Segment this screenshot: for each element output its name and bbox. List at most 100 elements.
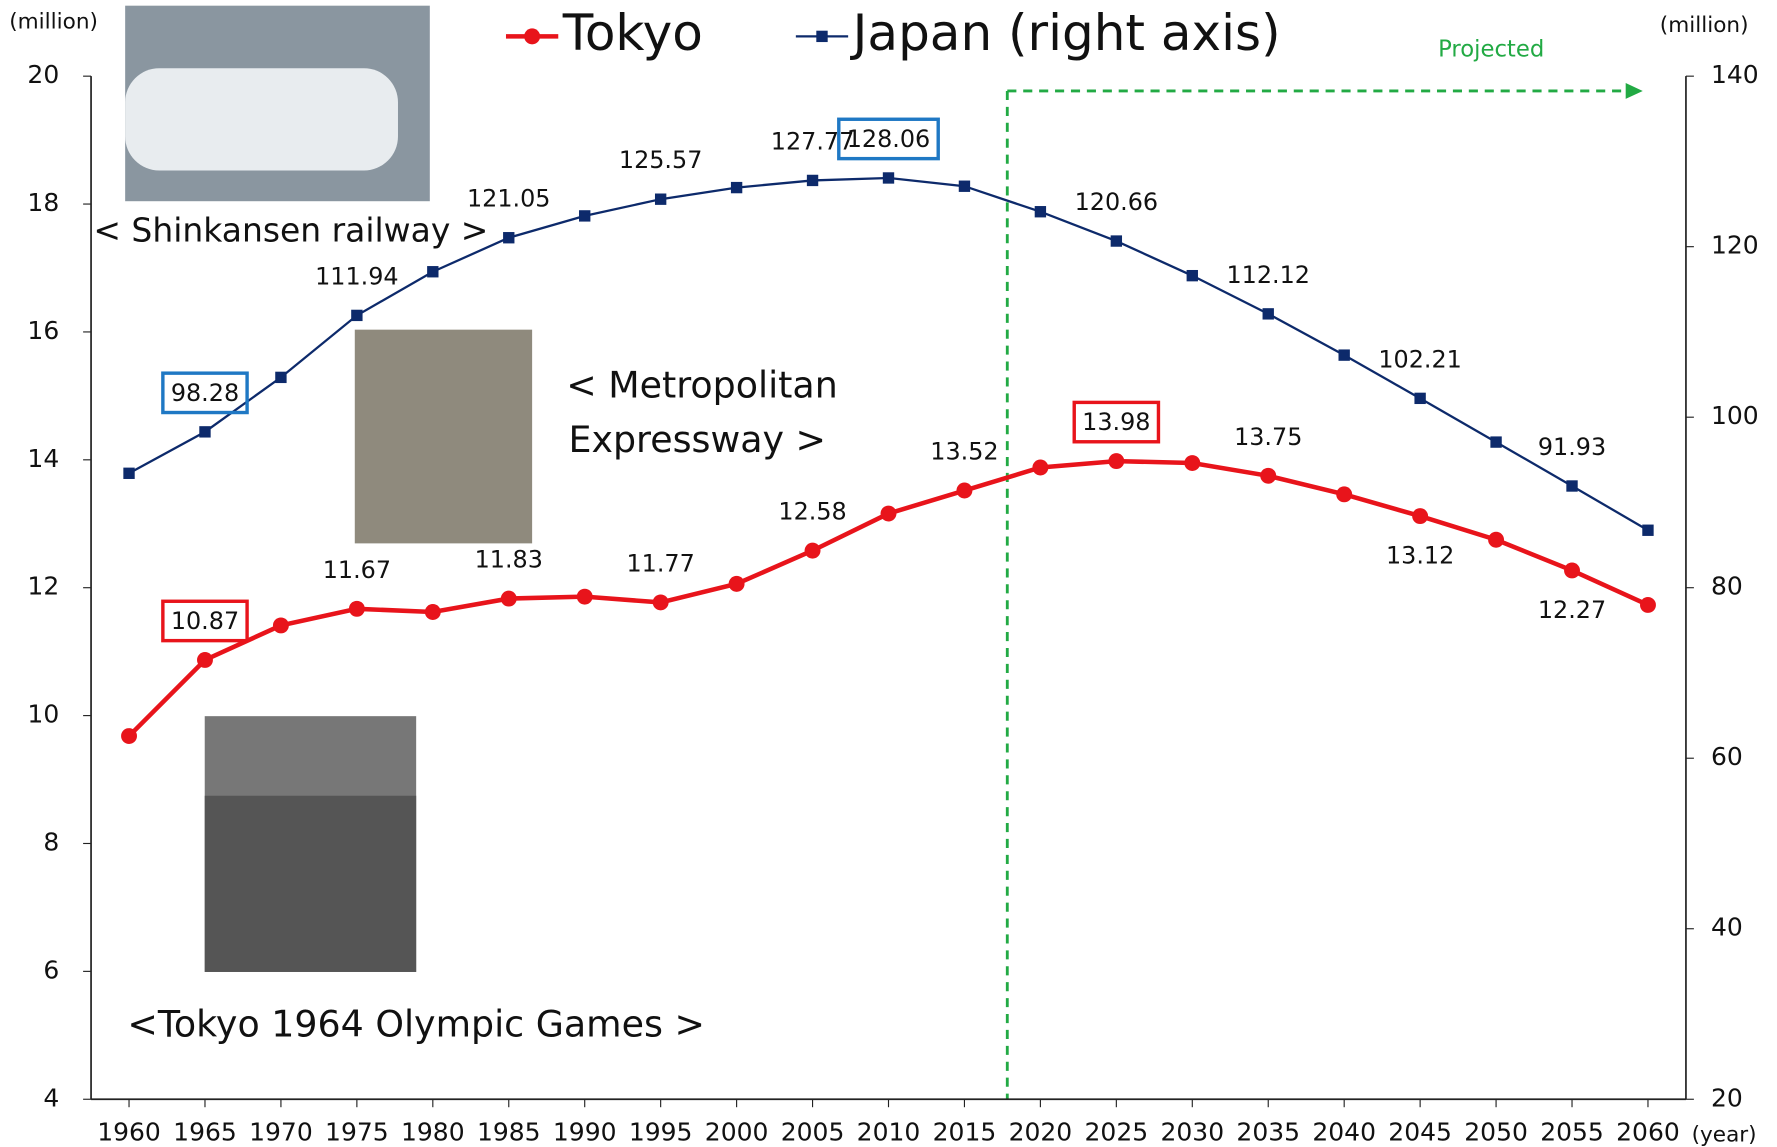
x-tick-label: 2060 (1616, 1117, 1680, 1146)
marker (1488, 532, 1504, 548)
y2-tick-label: 100 (1711, 401, 1759, 430)
marker (883, 172, 894, 183)
x-tick-label: 2035 (1236, 1117, 1300, 1146)
chart: < Shinkansen railway > < Metropolitan Ex… (0, 0, 1777, 1147)
x-tick-label: 2050 (1464, 1117, 1528, 1146)
legend-marker (524, 28, 540, 44)
data-label: 11.77 (627, 549, 695, 577)
marker (1412, 508, 1428, 524)
data-label: 11.67 (323, 556, 391, 584)
marker (1260, 468, 1276, 484)
marker (425, 604, 441, 620)
x-tick-label: 1970 (249, 1117, 313, 1146)
data-label: 11.83 (475, 546, 543, 574)
data-label: 12.27 (1538, 596, 1606, 624)
marker (1187, 270, 1198, 281)
marker (807, 175, 818, 186)
data-label: 120.66 (1075, 188, 1159, 216)
x-tick-label: 2040 (1312, 1117, 1376, 1146)
data-label: 13.12 (1386, 542, 1454, 570)
data-label: 13.75 (1234, 423, 1302, 451)
y2-tick-label: 80 (1711, 572, 1743, 601)
legend-label: Japan (right axis) (850, 4, 1281, 62)
marker (1338, 349, 1349, 360)
marker (351, 310, 362, 321)
legend-label: Tokyo (562, 4, 703, 62)
y-tick-label: 16 (27, 316, 59, 345)
marker (121, 728, 137, 744)
marker (1111, 235, 1122, 246)
data-label: 91.93 (1538, 433, 1606, 461)
y-tick-label: 10 (27, 700, 59, 729)
marker (579, 210, 590, 221)
x-tick-label: 2015 (933, 1117, 997, 1146)
x-tick-label: 2010 (857, 1117, 921, 1146)
x-tick-label: 1985 (477, 1117, 541, 1146)
x-tick-label: 2045 (1388, 1117, 1452, 1146)
marker (731, 182, 742, 193)
y-tick-label: 14 (27, 444, 59, 473)
marker (1035, 206, 1046, 217)
marker (577, 589, 593, 605)
y-axis-label: (million) (9, 10, 98, 35)
x-tick-label: 2055 (1540, 1117, 1604, 1146)
marker (1490, 436, 1501, 447)
y2-tick-label: 140 (1711, 60, 1759, 89)
data-label: 12.58 (778, 498, 846, 526)
marker (1263, 308, 1274, 319)
marker (199, 426, 210, 437)
y-tick-label: 20 (27, 60, 59, 89)
data-label: 13.52 (930, 438, 998, 466)
photo-train (125, 68, 398, 170)
x-tick-label: 2000 (705, 1117, 769, 1146)
y-tick-label: 12 (27, 572, 59, 601)
marker (1642, 525, 1653, 536)
x-tick-label: 1960 (97, 1117, 161, 1146)
data-label: 121.05 (467, 185, 551, 213)
x-tick-label: 1990 (553, 1117, 617, 1146)
y2-tick-label: 20 (1711, 1083, 1743, 1112)
marker (1108, 453, 1124, 469)
marker (273, 617, 289, 633)
data-label: 10.87 (171, 607, 239, 635)
legend-marker (816, 31, 827, 42)
marker (1414, 393, 1425, 404)
x-tick-label: 1980 (401, 1117, 465, 1146)
marker (1566, 480, 1577, 491)
photo-stands (205, 796, 416, 972)
annotation: Expressway > (568, 418, 826, 461)
y-tick-label: 4 (43, 1083, 59, 1112)
y2-axis-label: (million) (1660, 13, 1749, 38)
y2-tick-label: 60 (1711, 742, 1743, 771)
marker (1184, 455, 1200, 471)
y-tick-label: 18 (27, 188, 59, 217)
data-label: 111.94 (315, 262, 399, 290)
marker (427, 266, 438, 277)
data-label: 125.57 (619, 146, 703, 174)
annotation: <Tokyo 1964 Olympic Games > (127, 1003, 705, 1046)
annotation: < Shinkansen railway > (93, 210, 488, 249)
marker (275, 372, 286, 383)
x-tick-label: 2005 (781, 1117, 845, 1146)
marker (197, 652, 213, 668)
marker (881, 506, 897, 522)
marker (1640, 597, 1656, 613)
x-tick-label: 1995 (629, 1117, 693, 1146)
annotation: Projected (1438, 37, 1544, 63)
x-axis-label: (year) (1692, 1123, 1757, 1147)
marker (653, 594, 669, 610)
x-tick-label: 2030 (1160, 1117, 1224, 1146)
marker (501, 591, 517, 607)
x-tick-label: 2020 (1009, 1117, 1073, 1146)
data-label: 127.77 (771, 127, 855, 155)
marker (349, 601, 365, 617)
y-tick-label: 6 (43, 955, 59, 984)
marker (729, 576, 745, 592)
y-tick-label: 8 (43, 827, 59, 856)
marker (123, 468, 134, 479)
data-label: 112.12 (1226, 261, 1309, 289)
data-label: 13.98 (1082, 408, 1150, 436)
marker (805, 543, 821, 559)
marker (1336, 486, 1352, 502)
marker (956, 483, 972, 499)
